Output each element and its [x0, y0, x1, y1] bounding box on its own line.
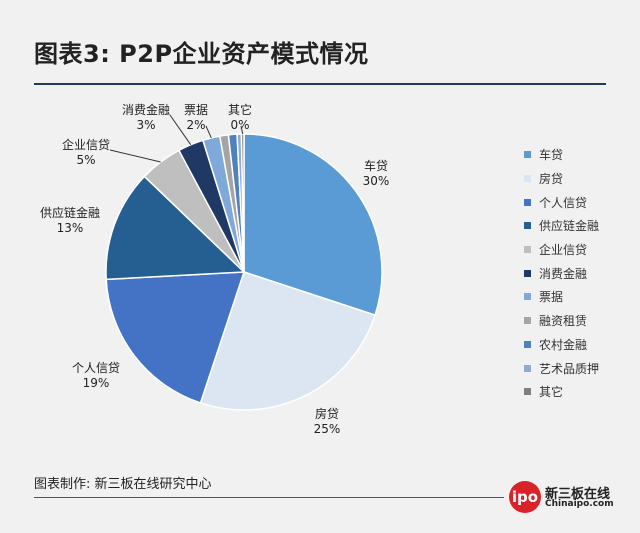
data-label-name-3: 个人信贷: [72, 361, 120, 375]
leader-line-5: [109, 149, 161, 163]
data-label-name-8: 其它: [228, 102, 252, 117]
data-label-name-7: 票据: [184, 103, 208, 117]
legend-item-3: 个人信贷: [524, 190, 634, 214]
legend-swatch: [524, 340, 531, 348]
data-label-name-2: 房贷: [315, 406, 339, 421]
legend-swatch: [524, 222, 531, 230]
legend-label: 消费金融: [539, 266, 588, 281]
data-label-value-3: 19%: [83, 376, 110, 390]
logo-url: Chinaipo.com: [545, 499, 614, 509]
title-divider: [34, 83, 606, 85]
data-label-value-6: 3%: [136, 118, 155, 132]
legend-swatch: [524, 269, 531, 277]
legend-swatch: [524, 175, 531, 183]
legend-swatch: [524, 246, 531, 254]
leader-line-6: [169, 114, 192, 145]
leader-line-8: [240, 125, 244, 135]
source-note: 图表制作: 新三板在线研究中心: [34, 477, 212, 492]
legend-swatch: [524, 151, 531, 159]
data-label-value-5: 5%: [76, 153, 95, 167]
page-title: 图表3: P2P企业资产模式情况: [34, 40, 369, 68]
pie-slice-11: [240, 133, 245, 273]
chart-legend: 车贷房贷个人信贷供应链金融企业信贷消费金融票据融资租赁农村金融艺术品质押其它: [524, 143, 634, 404]
data-label-value-8: 0%: [230, 118, 249, 132]
legend-label: 融资租赁: [539, 314, 588, 329]
legend-swatch: [524, 364, 531, 372]
legend-label: 农村金融: [539, 337, 588, 352]
legend-item-9: 农村金融: [524, 333, 634, 357]
legend-label: 票据: [539, 290, 564, 305]
legend-item-4: 供应链金融: [524, 214, 634, 238]
logo-name: 新三板在线: [545, 487, 611, 502]
legend-label: 房贷: [539, 172, 564, 187]
pie-slice-3: [105, 271, 246, 404]
pie-slice-4: [105, 175, 246, 281]
data-label-value-2: 25%: [314, 422, 341, 436]
data-label-name-5: 企业信贷: [62, 137, 110, 152]
leader-line-7: [205, 125, 212, 139]
legend-item-1: 车贷: [524, 143, 634, 167]
legend-label: 艺术品质押: [539, 361, 600, 376]
legend-item-6: 消费金融: [524, 261, 634, 285]
pie-slice-2: [199, 271, 377, 411]
legend-label: 车贷: [539, 148, 564, 163]
legend-item-11: 其它: [524, 380, 634, 404]
data-label-value-1: 30%: [363, 174, 390, 188]
chinaipo-logo: ipo 新三板在线 Chinaipo.com: [509, 481, 614, 515]
legend-swatch: [524, 198, 531, 206]
logo-badge-icon: ipo: [509, 481, 541, 513]
legend-label: 个人信贷: [539, 195, 588, 210]
legend-label: 其它: [539, 385, 564, 400]
data-label-name-4: 供应链金融: [40, 205, 100, 220]
legend-swatch: [524, 388, 531, 396]
legend-item-10: 艺术品质押: [524, 356, 634, 380]
legend-item-2: 房贷: [524, 167, 634, 191]
data-label-name-6: 消费金融: [122, 102, 170, 117]
pie-slice-1: [243, 133, 383, 317]
legend-swatch: [524, 293, 531, 301]
legend-swatch: [524, 317, 531, 325]
data-label-value-7: 2%: [186, 118, 205, 132]
legend-item-7: 票据: [524, 285, 634, 309]
footer-divider: [34, 497, 504, 498]
legend-label: 企业信贷: [539, 243, 588, 258]
legend-label: 供应链金融: [539, 219, 600, 234]
data-label-value-4: 13%: [57, 221, 84, 235]
legend-item-5: 企业信贷: [524, 238, 634, 262]
legend-item-8: 融资租赁: [524, 309, 634, 333]
data-label-name-1: 车贷: [364, 158, 388, 173]
